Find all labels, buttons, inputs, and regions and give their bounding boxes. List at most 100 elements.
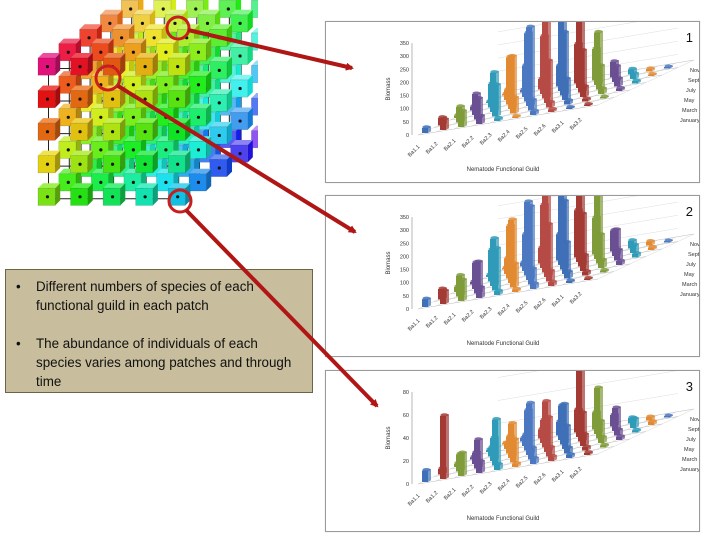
chart-bar [458,450,467,476]
chart-bar [664,238,673,243]
highlight-ring-2 [94,64,122,92]
patch-cell [251,130,258,149]
month-label: January [680,118,699,124]
chart-bar [512,461,521,467]
chart-bar [476,284,485,298]
chart-bar [528,97,537,111]
chart-bar [566,105,575,109]
chart-bar [510,261,519,288]
chart-bar [544,415,553,452]
chart-bar [614,247,623,261]
month-label: November [690,417,699,423]
chart-bar [566,278,575,283]
chart-bar [580,83,589,97]
x-axis-label: Nematode Functional Guild [467,167,540,173]
chart-bar [512,286,521,292]
chart-bar [564,445,573,454]
chart-bar [548,279,557,286]
chart-bar [584,276,593,280]
y-tick-label: 0 [406,133,409,139]
chart-bar [582,269,591,276]
y-tick-label: 250 [400,67,409,73]
chart-bar [580,252,589,271]
chart-bar [548,453,557,461]
chart-bar [440,413,449,479]
chart-bar [616,434,625,440]
month-label: May [684,272,695,278]
chart-bar [494,288,503,295]
chart-bar [476,113,485,124]
month-label: March [682,282,697,288]
y-tick-label: 350 [400,215,409,221]
chart-bar [530,281,539,289]
chart-bar [492,417,501,466]
chart-bar [564,98,573,105]
chart-bar [546,268,555,282]
chart-bar [546,444,555,457]
month-label: September [688,427,699,433]
chart-bar [600,442,609,448]
month-label: July [686,437,696,443]
y-tick-label: 100 [400,281,409,287]
chart-bar [440,116,449,130]
chart-bar [526,203,535,280]
chart-bar [580,432,589,446]
y-tick-label: 0 [406,307,409,313]
chart-bar [632,427,641,433]
highlight-ring-3 [167,188,193,214]
y-tick-label: 50 [403,120,409,126]
chart-bar [440,288,449,304]
patch-cell [251,97,258,116]
chart-bar [630,242,639,253]
month-label: September [688,78,699,84]
bullet-symbol: • [16,279,21,294]
chart-bar [600,94,609,99]
y-tick-label: 300 [400,228,409,234]
y-axis-label: Biomass [386,426,392,449]
chart-bar [630,71,639,79]
chart-bar [512,114,521,118]
x-axis-label: Nematode Functional Guild [467,341,540,347]
patch-cell [251,65,258,83]
chart-bar [646,66,655,72]
month-label: July [686,262,696,268]
y-tick-label: 350 [400,41,409,47]
chart-bar [476,459,485,473]
chart-bar [494,461,503,470]
chart-bar [584,450,593,455]
chart-bar [598,257,607,268]
chart-bar [648,419,657,425]
chart-panel-1: 0 50 100 150 200 250 300 350 Biomass Ba1.1 Ba1.2 Ba… [325,21,700,183]
chart-bar [632,251,641,258]
bullet-item: • The abundance of individuals of each s… [16,334,306,391]
chart-bar [596,232,605,264]
chart-bar [510,437,519,463]
month-label: November [690,68,699,74]
arrow-2 [116,84,357,234]
chart-bar [596,63,605,90]
y-tick-label: 20 [403,459,409,465]
chart-bar [546,99,555,108]
y-axis-label: Biomass [386,251,392,274]
chart-bar [562,423,571,449]
chart-bar [510,95,519,114]
chart-bar [548,106,557,112]
chart-bar [422,125,431,133]
patch-cell [251,0,258,18]
y-axis-label: Biomass [386,77,392,100]
chart-bar [614,76,623,87]
chart-bar [598,434,607,443]
chart-bar [492,245,501,291]
chart-bar [530,455,539,464]
chart-bar [578,47,587,93]
chart-bar [492,82,501,117]
chart-bar [630,416,639,428]
month-label: May [684,447,695,453]
chart-bar [544,58,553,103]
patch-cube-diagram [37,0,258,206]
arrow-3 [184,208,379,408]
bullet-text: The abundance of individuals of each spe… [36,336,292,389]
y-tick-label: 60 [403,413,409,419]
month-label: July [686,88,696,94]
